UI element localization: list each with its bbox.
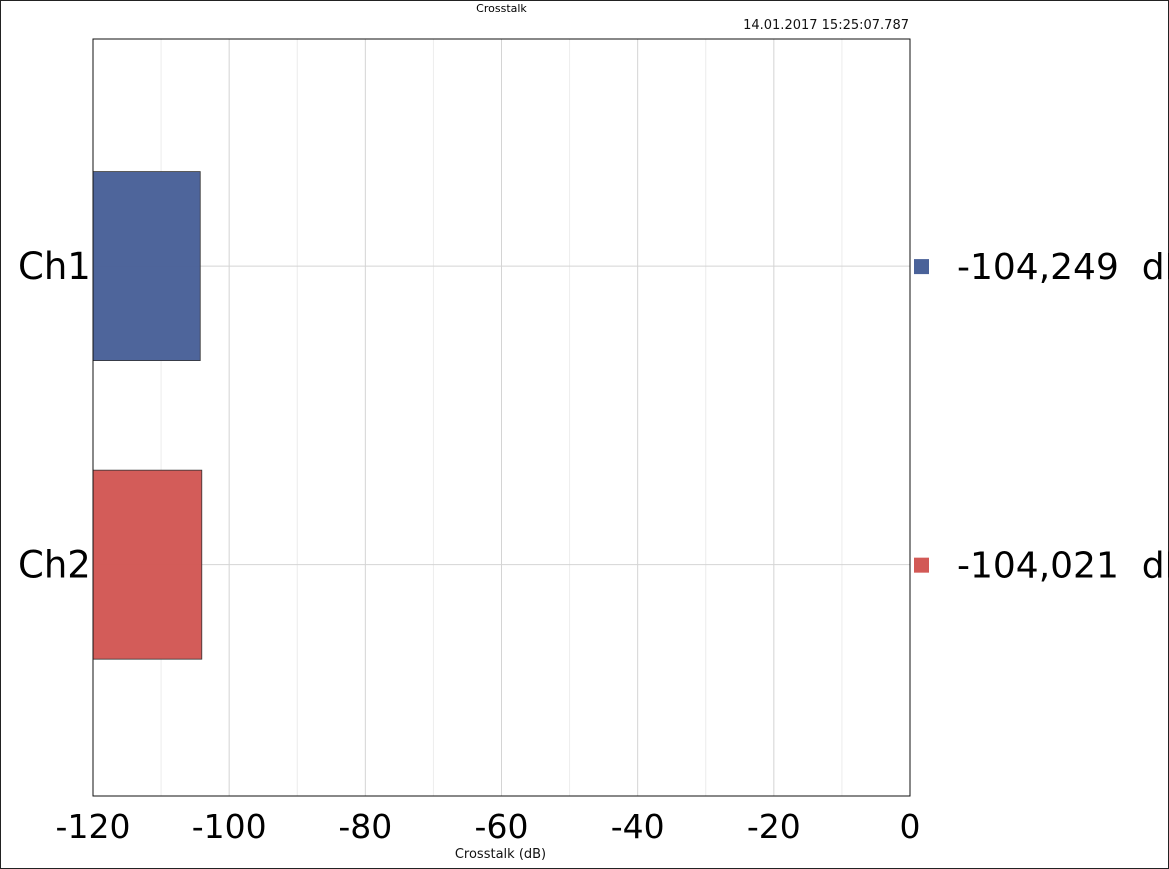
x-axis-label: Crosstalk (dB) <box>454 847 547 862</box>
category-label-ch1: Ch1 <box>18 245 91 288</box>
category-label-ch2: Ch2 <box>18 544 91 587</box>
chart-title: Crosstalk <box>476 2 527 15</box>
plot-border <box>92 38 911 797</box>
x-tick-label: 0 <box>900 807 921 846</box>
x-tick-label: -100 <box>192 807 267 846</box>
value-label-ch2: -104,021 dB <box>957 546 1169 587</box>
x-tick-label: -120 <box>56 807 131 846</box>
legend-swatch-ch1 <box>914 259 929 275</box>
legend-swatch-ch2 <box>914 557 929 573</box>
value-label-ch1: -104,249 dB <box>957 247 1169 288</box>
x-tick-label: -60 <box>475 807 529 846</box>
timestamp: 14.01.2017 15:25:07.787 <box>743 18 909 33</box>
x-tick-label: -80 <box>338 807 392 846</box>
bar-ch2 <box>92 469 203 660</box>
bar-ch1 <box>92 171 201 362</box>
x-tick-label: -20 <box>747 807 801 846</box>
x-tick-label: -40 <box>611 807 665 846</box>
